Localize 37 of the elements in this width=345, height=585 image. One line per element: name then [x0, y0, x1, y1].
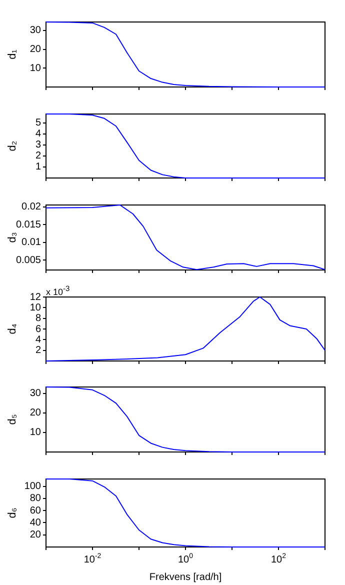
x-tick-label: 10$^{0}$	[178, 552, 194, 566]
y-axis-title: d₃	[6, 232, 19, 243]
y-tick-label: 0.01	[22, 237, 42, 248]
y-tick-label: 5	[35, 118, 42, 129]
y-tick-label: 10	[30, 302, 42, 314]
y-tick-label: 1	[35, 162, 42, 173]
y-tick-label: 20	[30, 44, 42, 56]
y-tick-label: 4	[35, 334, 42, 346]
y-axis-title: d₁	[6, 49, 19, 60]
y-axis-title: d₂	[6, 140, 19, 152]
y-tick-label: 80	[30, 493, 42, 504]
y-tick-label: 2	[35, 150, 42, 162]
y-tick-label: 10	[30, 62, 42, 74]
y-tick-label: 60	[30, 505, 42, 516]
x-axis-title: Frekvens [rad/h]	[149, 572, 222, 583]
y-tick-label: 40	[30, 517, 42, 528]
y-tick-label: 100	[24, 481, 42, 492]
y-tick-label: 30	[30, 25, 42, 36]
x-tick-label: 10$^{-2}$	[84, 552, 102, 566]
y-tick-label: 4	[35, 128, 42, 140]
y-tick-label: 20	[30, 408, 42, 419]
x-tick-label: 10$^{2}$	[270, 552, 286, 566]
y-tick-label: 0.015	[16, 219, 42, 230]
y-tick-label: 12	[30, 292, 42, 303]
y-tick-label: 2	[35, 345, 42, 356]
y-tick-label: 6	[35, 324, 42, 335]
y-axis-title: d₄	[6, 323, 19, 334]
y-axis-title: d₅	[6, 414, 19, 425]
y-axis-title: d₆	[6, 508, 19, 518]
y-tick-label: 10	[30, 427, 42, 438]
y-tick-label: 8	[35, 313, 42, 324]
y-tick-label: 30	[30, 388, 42, 400]
y-tick-label: 3	[35, 140, 42, 151]
y-tick-label: 0.02	[22, 202, 42, 213]
y-tick-label: 20	[30, 530, 42, 541]
y-tick-label: 0.005	[16, 254, 42, 266]
annotation: x 10$^{-3}$	[46, 284, 70, 297]
